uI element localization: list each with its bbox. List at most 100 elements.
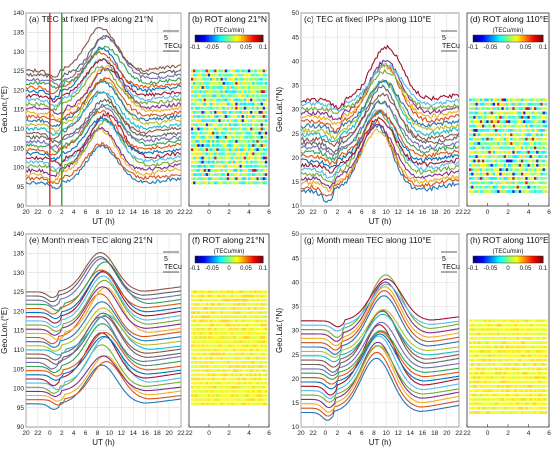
rot-cell (226, 160, 230, 164)
rot-cell (512, 177, 515, 180)
rot-cell (201, 94, 204, 98)
colorbar-segment (208, 256, 211, 263)
rot-cell (488, 354, 491, 358)
rot-cell (220, 98, 223, 102)
rot-cell (195, 123, 198, 127)
rot-cell (488, 163, 491, 167)
rot-cell (195, 181, 198, 185)
rot-cell (490, 402, 494, 406)
rot-cell (237, 148, 240, 152)
rot-cell (499, 172, 502, 176)
rot-cell (248, 356, 251, 360)
rot-cell (207, 294, 211, 298)
series-line-20 (26, 64, 181, 112)
rot-cell (538, 332, 541, 336)
y-tick-label: 105 (13, 145, 24, 152)
colorbar-segment (200, 35, 203, 42)
rot-cell (469, 384, 472, 388)
rot-cell (475, 120, 478, 124)
rot-cell (538, 142, 541, 145)
rot-cell (497, 323, 500, 327)
rot-cell (505, 177, 509, 180)
rot-cell (229, 398, 232, 402)
rot-cell (214, 348, 217, 352)
rot-cell (492, 354, 496, 358)
rot-cell (191, 327, 194, 331)
rot-cell (479, 159, 483, 163)
panel-h: (h) ROT along 110°E22 0 2 4 6(TECu/min)-0.1-… (463, 233, 551, 437)
rot-cell (538, 367, 541, 371)
rot-cell (231, 352, 234, 356)
rot-cell (518, 185, 522, 189)
rot-cell (252, 123, 255, 127)
rot-cell (239, 90, 242, 94)
rot-cell (207, 106, 211, 110)
rot-cell (499, 120, 502, 124)
rot-cell (237, 152, 240, 156)
rot-cell (252, 156, 255, 160)
rot-cell (241, 102, 245, 106)
rot-cell (237, 77, 240, 81)
rot-cell (243, 77, 247, 81)
rot-cell (497, 350, 500, 353)
colorbar-tick-label: -0.1 (190, 266, 201, 272)
rot-cell (531, 398, 535, 401)
rot-cell (471, 111, 474, 115)
rot-cell (229, 148, 232, 152)
series-line-5 (26, 119, 181, 175)
rot-cell (475, 319, 478, 323)
rot-cell (482, 115, 485, 119)
rot-cell (501, 155, 504, 159)
rot-cell (214, 73, 217, 77)
rot-cell (224, 135, 228, 139)
rot-cell (193, 90, 196, 94)
colorbar-segment (203, 256, 206, 263)
rot-cell (250, 177, 253, 181)
rot-cell (243, 315, 247, 319)
rot-cell (207, 156, 211, 160)
x-tick-label: 22 (177, 430, 185, 437)
rot-cell (512, 137, 515, 141)
rot-cell (482, 124, 485, 128)
rot-cell (501, 350, 504, 353)
rot-cell (220, 119, 223, 123)
rot-cell (512, 115, 515, 119)
rot-cell (544, 190, 548, 193)
rot-cell (534, 363, 537, 366)
rot-cell (499, 389, 502, 393)
rot-cell (262, 377, 266, 381)
rot-cell (512, 142, 515, 145)
rot-cell (231, 302, 234, 306)
rot-cell (207, 373, 211, 377)
rot-cell (216, 98, 219, 102)
rot-cell (201, 356, 204, 360)
rot-cell (203, 307, 207, 310)
series-line-21 (26, 275, 181, 328)
rot-cell (536, 393, 539, 397)
rot-cell (241, 152, 245, 156)
rot-cell (475, 350, 478, 353)
rot-cell (508, 185, 511, 189)
rot-cell (544, 371, 548, 375)
rot-cell (212, 311, 215, 315)
series-line-14 (301, 79, 459, 143)
rot-cell (243, 98, 247, 102)
rot-cell (531, 328, 535, 331)
rot-cell (239, 298, 242, 302)
x-tick-label: 18 (154, 209, 162, 216)
rot-cell (505, 363, 509, 366)
rot-cell (226, 298, 230, 302)
rot-cell (258, 365, 261, 368)
rot-cell (262, 139, 266, 143)
rot-cell (264, 336, 268, 339)
rot-cell (518, 177, 522, 180)
rot-cell (482, 345, 485, 349)
rot-cell (256, 81, 259, 85)
rot-cell (514, 319, 517, 323)
rot-cell (258, 94, 261, 98)
rot-cell (523, 350, 526, 353)
rot-cell (237, 319, 240, 323)
rot-cell (229, 73, 232, 77)
series-line-24 (26, 269, 181, 315)
rot-cell (241, 352, 245, 356)
